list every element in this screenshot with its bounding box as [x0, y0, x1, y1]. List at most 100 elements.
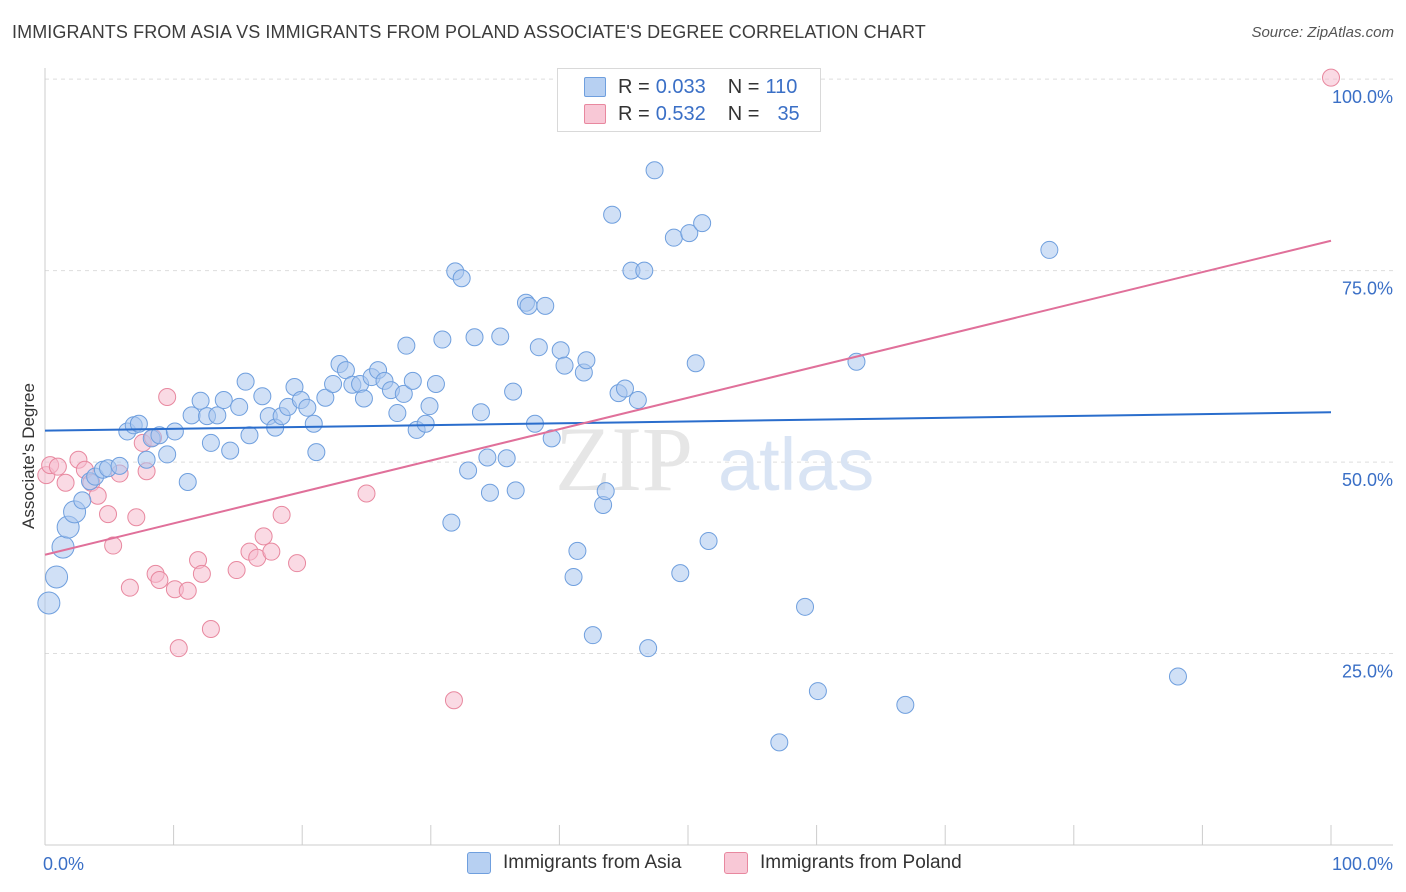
poland-point — [104, 536, 123, 555]
poland-point — [201, 620, 220, 639]
y-tick-label: 75.0% — [1342, 279, 1393, 299]
asia-legend-label: Immigrants from Asia — [503, 852, 682, 873]
asia-point — [236, 372, 255, 391]
asia-point — [686, 354, 705, 373]
asia-point — [1168, 667, 1187, 686]
poland-point — [444, 691, 463, 710]
y-tick-label: 100.0% — [1332, 87, 1393, 107]
asia-point — [316, 388, 335, 407]
asia-point — [354, 389, 373, 408]
asia-point — [208, 406, 227, 425]
asia-point — [182, 406, 201, 425]
asia-point — [564, 567, 583, 586]
asia-point — [529, 338, 548, 357]
asia-point — [506, 481, 525, 500]
asia-point — [214, 391, 233, 410]
poland-point — [127, 508, 146, 527]
asia-point — [165, 422, 184, 441]
asia-point — [555, 356, 574, 375]
trend-lines — [44, 239, 1332, 556]
asia-point — [324, 374, 343, 393]
asia-point — [796, 597, 815, 616]
asia-swatch — [584, 77, 606, 97]
poland-r-label: R = — [618, 102, 650, 125]
asia-point — [191, 391, 210, 410]
asia-point — [536, 296, 555, 315]
poland-point — [48, 457, 67, 476]
asia-point — [693, 214, 712, 233]
asia-point — [491, 327, 510, 346]
asia-point — [896, 695, 915, 714]
gridlines — [45, 78, 1393, 655]
poland-point — [288, 554, 307, 573]
poland-legend-swatch — [724, 852, 748, 874]
stats-legend: R = 0.033 N = 110 R = 0.532 N = 35 — [557, 68, 821, 132]
asia-point — [664, 228, 683, 247]
asia-point — [770, 733, 789, 752]
chart-title: IMMIGRANTS FROM ASIA VS IMMIGRANTS FROM … — [12, 22, 926, 42]
asia-point — [397, 336, 416, 355]
asia-point — [551, 341, 570, 360]
asia-point — [519, 296, 538, 315]
asia-point — [639, 639, 658, 658]
poland-point — [192, 564, 211, 583]
asia-n-value: 110 — [765, 75, 798, 98]
asia-point — [240, 426, 259, 445]
asia-point — [307, 443, 326, 462]
asia-point — [137, 450, 156, 469]
asia-point — [304, 414, 323, 433]
poland-trend-line — [44, 239, 1332, 556]
asia-point — [129, 414, 148, 433]
poland-point — [169, 639, 188, 658]
source-credit: Source: ZipAtlas.com — [1251, 24, 1394, 41]
asia-legend-swatch — [467, 852, 491, 874]
asia-point — [178, 472, 197, 491]
asia-point — [596, 482, 615, 501]
asia-point — [497, 449, 516, 468]
legend-item-asia[interactable]: Immigrants from Asia — [467, 850, 681, 876]
poland-points — [37, 68, 1340, 710]
asia-point — [615, 379, 634, 398]
asia-point — [416, 414, 435, 433]
asia-point — [426, 374, 445, 393]
poland-point — [227, 561, 246, 580]
axis-labels: 25.0% 50.0% 75.0% 100.0% 0.0% 100.0% Associate… — [19, 87, 1393, 874]
watermark: ZIP atlas — [555, 408, 874, 510]
asia-point — [542, 429, 561, 448]
asia-point — [465, 328, 484, 347]
poland-point — [56, 473, 75, 492]
poland-swatch — [584, 104, 606, 124]
poland-point — [357, 484, 376, 503]
asia-point — [452, 269, 471, 288]
asia-point — [110, 456, 129, 475]
asia-point — [478, 448, 497, 467]
axes — [44, 68, 1393, 846]
asia-point — [433, 330, 452, 349]
poland-point — [254, 527, 273, 546]
x-tick-label: 0.0% — [43, 854, 84, 874]
asia-point — [253, 387, 272, 406]
asia-point — [699, 531, 718, 550]
asia-point — [808, 682, 827, 701]
poland-n-label: N = — [727, 102, 760, 125]
asia-point — [671, 564, 690, 583]
asia-point — [635, 261, 654, 280]
poland-point — [158, 387, 177, 406]
asia-point — [298, 398, 317, 417]
poland-point — [178, 581, 197, 600]
asia-r-label: R = — [618, 75, 650, 98]
asia-point — [568, 541, 587, 560]
asia-point — [577, 351, 596, 370]
asia-point — [603, 205, 622, 224]
asia-point — [459, 461, 478, 480]
watermark-atlas: atlas — [718, 423, 874, 506]
asia-point — [403, 371, 422, 390]
x-tick-label: 100.0% — [1332, 854, 1393, 874]
asia-point — [645, 161, 664, 180]
asia-point — [158, 445, 177, 464]
legend-row-poland: R = 0.532 N = 35 — [584, 102, 800, 126]
legend-item-poland[interactable]: Immigrants from Poland — [724, 850, 962, 876]
asia-point — [37, 591, 61, 615]
asia-point — [420, 397, 439, 416]
